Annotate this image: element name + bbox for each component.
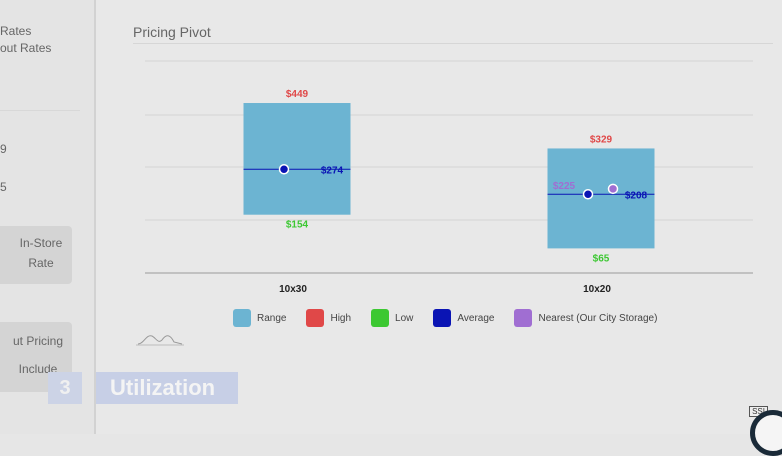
legend-item-average: Average [433,309,494,327]
average-label-10x20: $208 [625,190,648,201]
nearest-label-10x20: $225 [553,181,576,192]
legend-label-high: High [330,312,352,324]
title-divider [133,43,773,44]
sidebar-value-1: 9 [0,142,7,156]
section-title-utilization: Utilization [96,372,238,404]
corner-avatar[interactable] [750,410,782,456]
x-tick-label-10x20: 10x20 [583,284,611,295]
legend-item-low: Low [371,309,413,327]
low-label-10x20: $65 [593,253,610,264]
legend-label-average: Average [457,312,495,324]
pricing-pivot-chart: $449 $154 $274 10x30 $329 $65 $208 $225 10x20 [145,60,753,295]
sidebar-item-out-rates[interactable]: out Rates [0,41,52,55]
in-store-rate-line2: Rate [28,256,54,270]
sidebar-divider [0,110,80,111]
sidebar-item-rates[interactable]: Rates [0,24,32,38]
range-box-10x30 [243,103,351,215]
legend-item-high: High [306,309,351,327]
pricing-include-line2: Include [18,362,58,376]
legend-label-range: Range [257,312,287,324]
nearest-point-10x20 [607,183,619,195]
legend-item-range: Range [233,309,286,327]
average-point-10x30 [278,164,290,175]
in-store-rate-line1: In-Store [19,236,63,250]
page-title: Pricing Pivot [133,24,211,40]
legend-swatch-low [371,309,390,327]
high-label-10x20: $329 [590,134,613,145]
legend-label-low: Low [395,312,414,324]
legend-label-nearest: Nearest (Our City Storage) [538,312,658,324]
high-label-10x30: $449 [286,89,309,100]
legend-item-nearest: Nearest (Our City Storage) [514,309,657,327]
in-store-rate-button[interactable]: In-Store Rate [0,226,72,284]
chart-legend: Range High Low Average Nearest (Our City… [233,309,657,327]
range-box-10x20 [547,148,655,249]
pricing-include-button[interactable]: ut Pricing Include [0,322,72,392]
legend-swatch-average [433,309,452,327]
sidebar-value-2: 5 [0,180,7,194]
pricing-include-line1: ut Pricing [12,334,64,348]
x-tick-label-10x30: 10x30 [279,284,307,295]
sidebar: Rates out Rates 9 5 In-Store Rate ut Pri… [0,0,96,434]
main-panel: Pricing Pivot $449 $154 $274 10x30 $329 $65 $2… [48,0,782,456]
section-number: 3 [48,372,82,404]
legend-swatch-high [306,309,325,327]
legend-swatch-nearest [514,309,533,327]
average-point-10x20 [582,189,594,200]
average-label-10x30: $274 [321,165,344,176]
low-label-10x30: $154 [286,220,309,231]
sparkline-icon [136,335,184,346]
legend-swatch-range [233,309,251,327]
